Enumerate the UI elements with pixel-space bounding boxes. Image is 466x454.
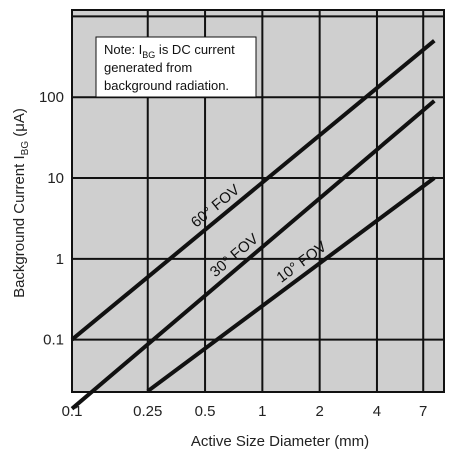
y-tick-label: 100 (39, 89, 64, 106)
y-axis-title-main: Background Current I (11, 155, 28, 298)
note-line-1-end: is DC current (155, 42, 235, 57)
x-axis-title: Active Size Diameter (mm) (191, 433, 369, 450)
series-line (70, 39, 436, 342)
series-line (146, 176, 436, 393)
x-tick-label: 0.1 (62, 403, 83, 420)
x-tick-label: 4 (373, 403, 381, 420)
note-line-1: Note: IBG is DC current (104, 42, 235, 60)
note-line-1-subscript: BG (142, 50, 155, 60)
y-axis-title: Background Current IBG (μA) (11, 108, 31, 298)
note-box-frame (95, 36, 257, 98)
x-tick-label: 0.25 (133, 403, 162, 420)
y-tick-label: 10 (47, 170, 64, 187)
y-tick-label: 0.1 (43, 332, 64, 349)
y-tick-labels: 0.1 1 10 100 (39, 89, 64, 348)
x-tick-labels: 0.1 0.25 0.5 1 2 4 7 (62, 403, 428, 420)
plot-frame (71, 9, 445, 393)
series-line (70, 99, 436, 411)
x-tick-label: 7 (419, 403, 427, 420)
x-tick-label: 1 (258, 403, 266, 420)
series-lines (70, 39, 436, 411)
note-line-2: generated from (104, 60, 192, 75)
note-line-1-start: Note: I (104, 42, 142, 57)
x-tick-label: 0.5 (195, 403, 216, 420)
note-box: Note: IBG is DC current generated from b… (95, 36, 257, 98)
note-line-3: background radiation. (104, 78, 229, 93)
y-tick-label: 1 (56, 251, 64, 268)
x-tick-label: 2 (315, 403, 323, 420)
y-axis-title-unit: (μA) (11, 108, 28, 141)
y-axis-title-subscript: BG (20, 141, 31, 156)
